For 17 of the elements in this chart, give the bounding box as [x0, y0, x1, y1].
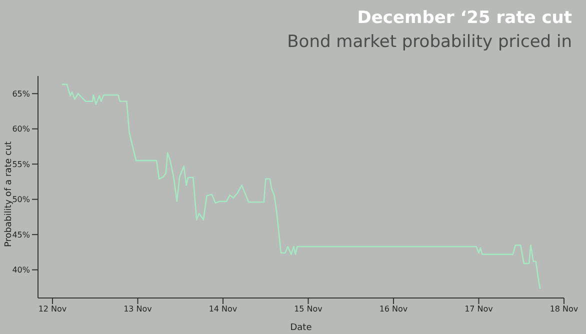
x-tick-label: 14 Nov: [208, 304, 238, 314]
x-tick-label: 15 Nov: [294, 304, 323, 314]
y-axis-title: Probability of a rate cut: [4, 140, 14, 247]
y-tick-label: 45%: [12, 230, 30, 240]
y-tick-label: 50%: [12, 195, 30, 204]
chart-title: December ‘25 rate cut: [356, 8, 572, 28]
x-tick-label: 18 Nov: [550, 304, 578, 314]
x-axis-title: Date: [290, 323, 312, 333]
y-tick-label: 55%: [12, 160, 30, 169]
x-tick-label: 16 Nov: [379, 304, 408, 314]
y-tick-label: 60%: [12, 124, 30, 134]
x-tick-label: 12 Nov: [38, 304, 67, 314]
x-tick-label: 17 Nov: [464, 304, 494, 314]
x-tick-label: 13 Nov: [124, 304, 152, 314]
y-tick-label: 65%: [12, 89, 30, 98]
y-tick-label: 40%: [12, 266, 30, 275]
chart-subtitle: Bond market probability priced in: [287, 32, 572, 52]
